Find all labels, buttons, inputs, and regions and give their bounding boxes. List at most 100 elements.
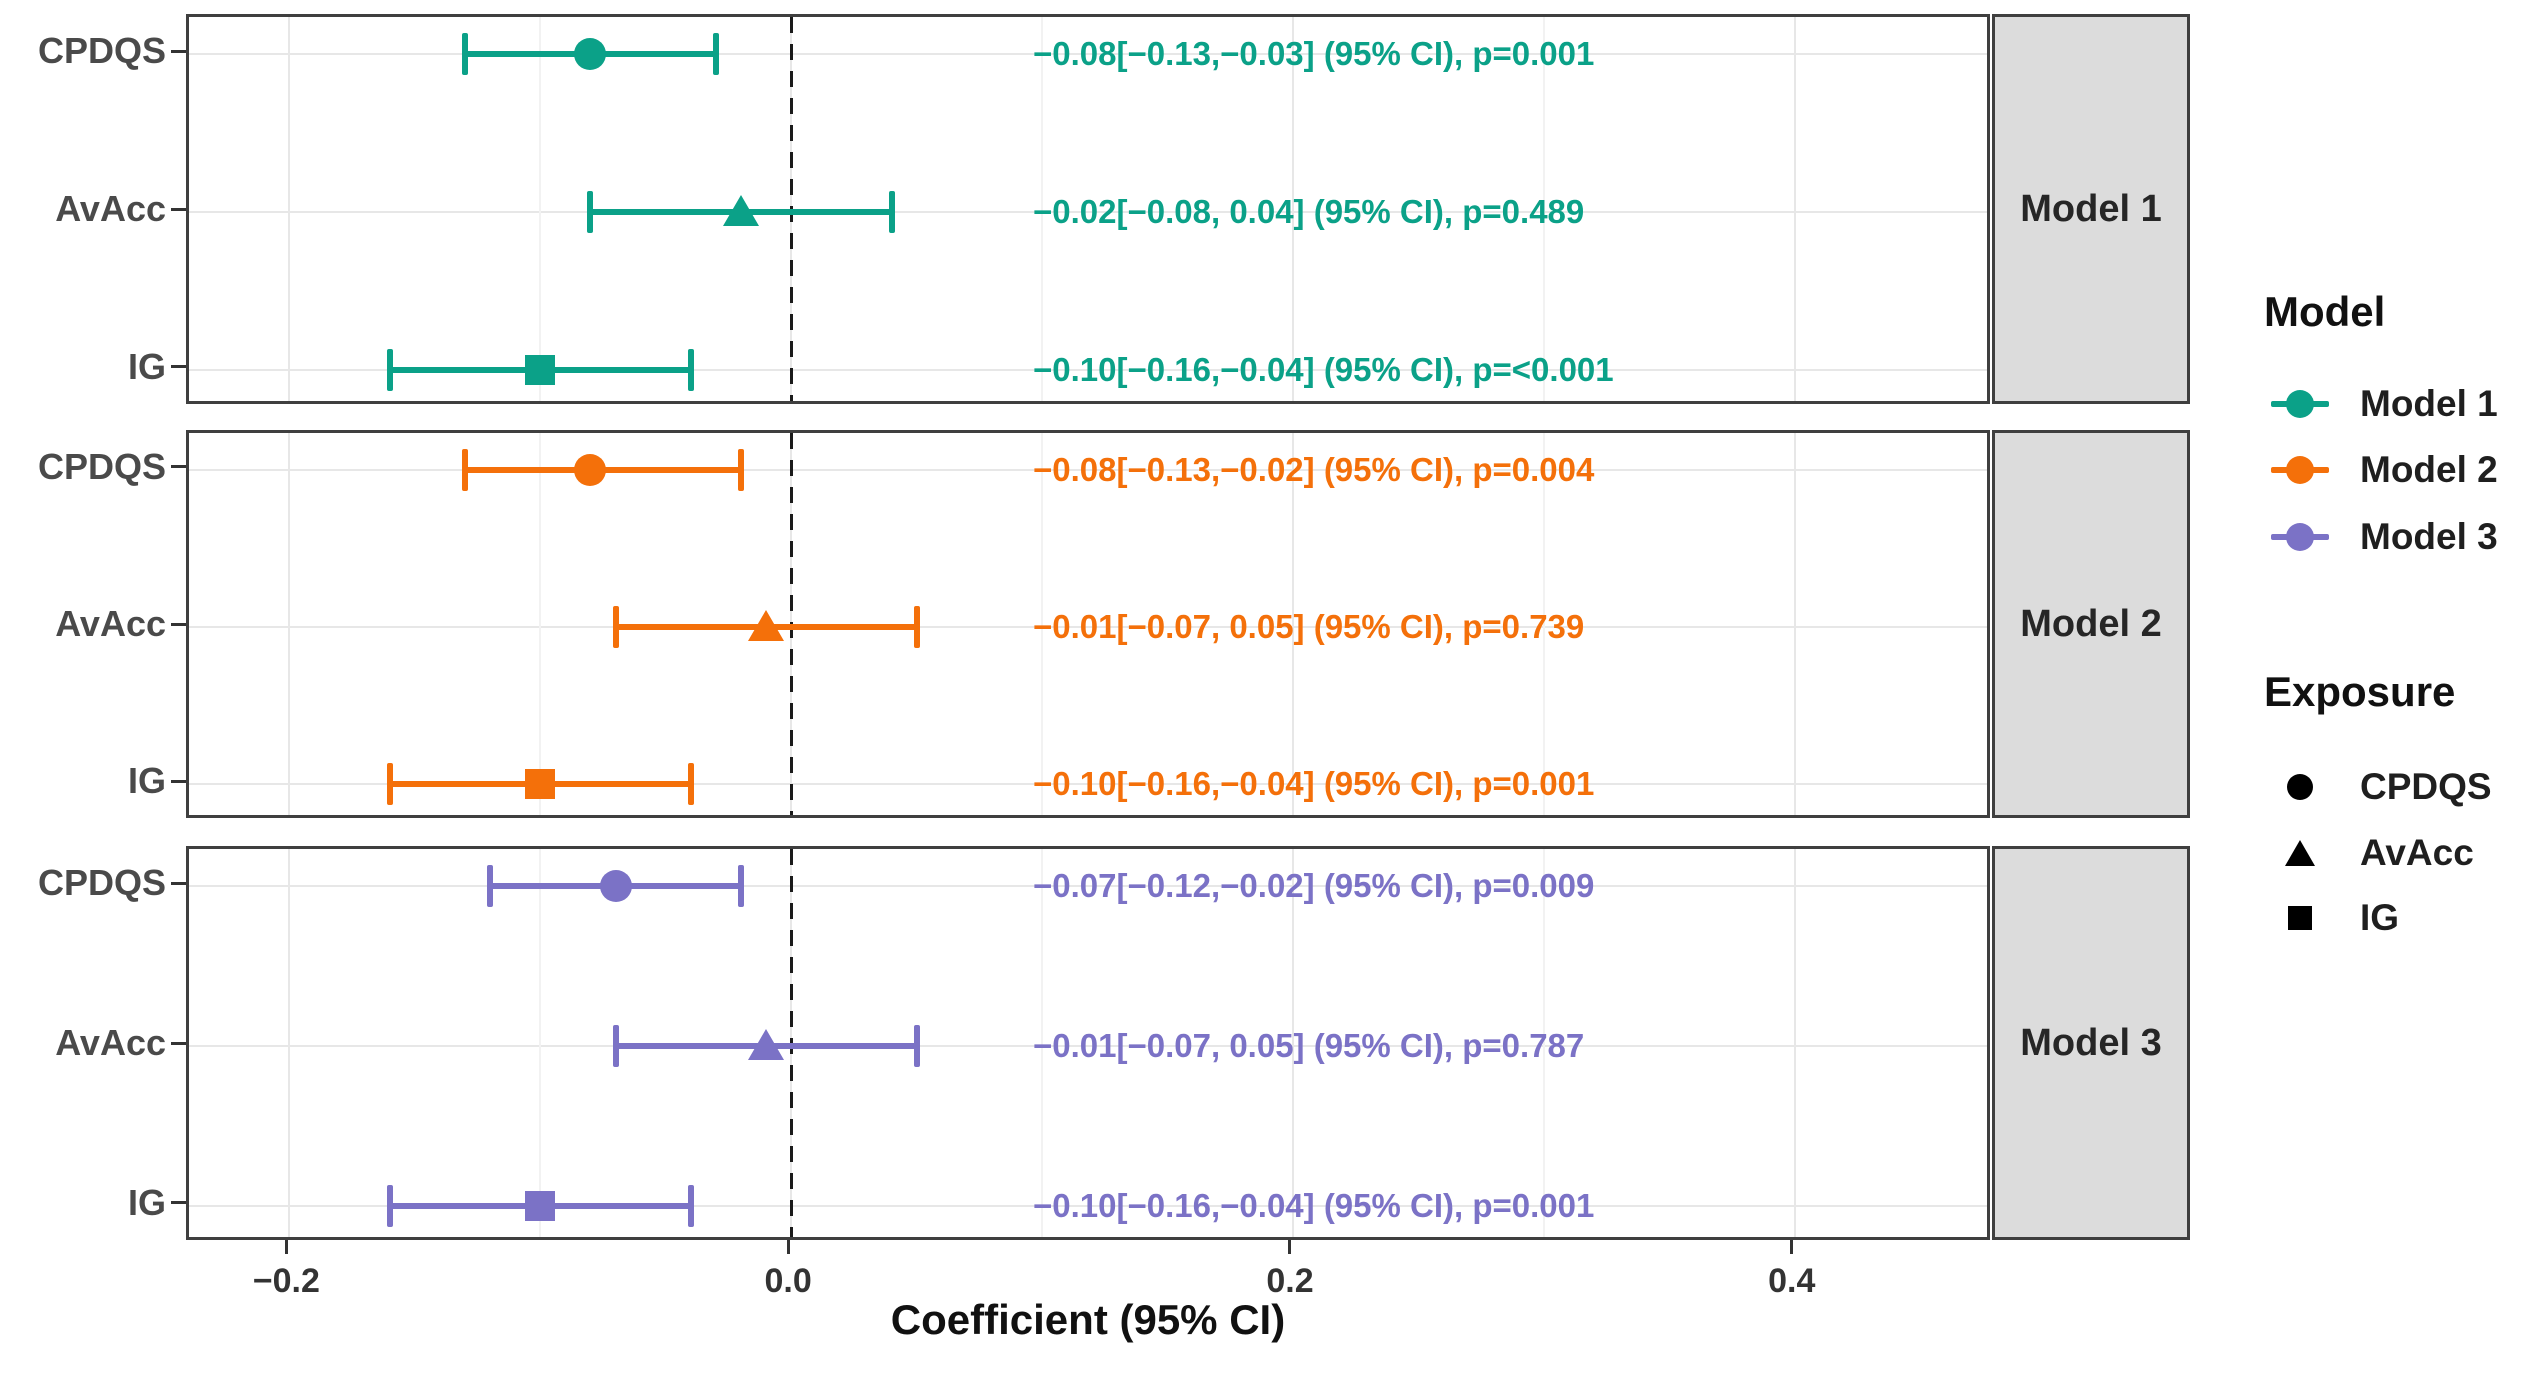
ci-cap	[587, 191, 594, 233]
legend-exposure-label: IG	[2360, 897, 2400, 938]
x-axis-tick-label: 0.4	[1768, 1262, 1816, 1300]
legend-exposure-label: AvAcc	[2360, 832, 2474, 873]
gridline-vertical-major	[1793, 849, 1796, 1237]
y-axis-tick	[171, 881, 186, 885]
legend-model-key-circle	[2286, 523, 2314, 551]
gridline-vertical-major	[1291, 849, 1294, 1237]
point-marker-triangle	[748, 1029, 785, 1060]
ci-cap	[712, 33, 719, 76]
y-axis-tick	[171, 1041, 186, 1045]
gridline-vertical-minor	[1542, 849, 1545, 1237]
y-axis-label: CPDQS	[37, 445, 166, 487]
gridline-vertical-minor	[539, 433, 542, 815]
x-axis-tick-label: −0.2	[252, 1262, 320, 1300]
gridline-vertical-major	[1793, 433, 1796, 815]
y-axis-label: AvAcc	[55, 603, 166, 644]
estimate-annotation: −0.10[−0.16,−0.04] (95% CI), p=0.001	[1033, 1186, 1595, 1224]
y-axis-tick	[171, 1201, 186, 1205]
estimate-annotation: −0.08[−0.13,−0.02] (95% CI), p=0.004	[1033, 450, 1595, 488]
x-axis-tick	[786, 1240, 790, 1254]
facet-strip-2: Model 2	[1992, 430, 2190, 818]
gridline-horizontal	[189, 783, 1987, 786]
gridline-horizontal	[189, 1204, 1987, 1207]
point-marker-triangle	[722, 195, 759, 226]
legend-model-key-circle	[2286, 456, 2314, 484]
gridline-vertical-minor	[1542, 433, 1545, 815]
gridline-vertical-major	[288, 17, 291, 401]
estimate-annotation: −0.08[−0.13,−0.03] (95% CI), p=0.001	[1033, 35, 1595, 73]
legend-exposure-triangle-icon	[2285, 840, 2315, 866]
ci-cap	[612, 606, 619, 648]
point-marker-triangle	[748, 610, 785, 641]
point-marker-circle	[574, 38, 607, 71]
gridline-vertical-minor	[1542, 17, 1545, 401]
y-axis-tick	[171, 365, 186, 369]
point-marker-square	[525, 354, 556, 385]
gridline-vertical-major	[1291, 433, 1294, 815]
ci-cap	[737, 865, 744, 908]
ci-cap	[386, 348, 393, 391]
point-marker-square	[525, 769, 556, 800]
legend-exposure-label: CPDQS	[2360, 766, 2492, 807]
ci-cap	[461, 448, 468, 491]
facet-panel-3: −0.07[−0.12,−0.02] (95% CI), p=0.009 −0.0…	[186, 846, 1990, 1240]
gridline-horizontal	[189, 468, 1987, 471]
gridline-horizontal	[189, 1045, 1987, 1047]
estimate-annotation: −0.01[−0.07, 0.05] (95% CI), p=0.739	[1033, 608, 1585, 645]
legend-model-label: Model 1	[2360, 383, 2498, 424]
ci-cap	[461, 33, 468, 76]
y-axis-label: IG	[127, 760, 166, 802]
ci-cap	[386, 1184, 393, 1227]
legend-exposure-title: Exposure	[2264, 668, 2456, 715]
y-axis-tick	[171, 207, 186, 211]
gridline-vertical-minor	[539, 17, 542, 401]
gridline-vertical-minor	[539, 849, 542, 1237]
x-axis-tick	[284, 1240, 288, 1254]
ci-cap	[687, 763, 694, 806]
facet-panel-2: −0.08[−0.13,−0.02] (95% CI), p=0.004 −0.0…	[186, 430, 1990, 818]
ci-cap	[888, 191, 895, 233]
estimate-annotation: −0.07[−0.12,−0.02] (95% CI), p=0.009	[1033, 867, 1595, 905]
legend-model-title: Model	[2264, 288, 2386, 335]
y-axis-tick	[171, 622, 186, 626]
legend-exposure-circle-icon	[2287, 774, 2313, 800]
gridline-horizontal	[189, 368, 1987, 371]
x-axis-tick	[1790, 1240, 1794, 1254]
gridline-vertical-major	[288, 433, 291, 815]
gridline-horizontal	[189, 53, 1987, 56]
y-axis-tick	[171, 49, 186, 53]
ci-cap	[913, 606, 920, 648]
x-axis-tick-label: 0.2	[1266, 1262, 1314, 1300]
legend-model-key-circle	[2286, 390, 2314, 418]
estimate-annotation: −0.01[−0.07, 0.05] (95% CI), p=0.787	[1033, 1027, 1585, 1064]
gridline-vertical-minor	[1041, 849, 1044, 1237]
ci-cap	[913, 1025, 920, 1067]
gridline-vertical-minor	[1041, 17, 1044, 401]
facet-strip-1: Model 1	[1992, 14, 2190, 404]
ci-cap	[487, 865, 494, 908]
legend-exposure-square-icon	[2288, 906, 2312, 930]
ci-cap	[386, 763, 393, 806]
x-axis-tick-label: 0.0	[764, 1262, 812, 1300]
x-axis-title: Coefficient (95% CI)	[890, 1296, 1286, 1343]
gridline-vertical-major	[288, 849, 291, 1237]
facet-panel-1: −0.08[−0.13,−0.03] (95% CI), p=0.001 −0.0…	[186, 14, 1990, 404]
ci-cap	[612, 1025, 619, 1067]
y-axis-label: IG	[127, 1181, 166, 1223]
y-axis-tick	[171, 779, 186, 783]
y-axis-label: CPDQS	[37, 862, 166, 904]
ci-cap	[687, 348, 694, 391]
gridline-vertical-minor	[1041, 433, 1044, 815]
y-axis-label: CPDQS	[37, 30, 166, 72]
facet-strip-3: Model 3	[1992, 846, 2190, 1240]
gridline-vertical-major	[1793, 17, 1796, 401]
legend-model-label: Model 3	[2360, 516, 2498, 557]
gridline-horizontal	[189, 885, 1987, 888]
legend-model-label: Model 2	[2360, 449, 2498, 490]
point-marker-circle	[599, 870, 632, 903]
point-marker-circle	[574, 453, 607, 486]
x-axis-tick	[1288, 1240, 1292, 1254]
gridline-horizontal	[189, 211, 1987, 213]
y-axis-tick	[171, 465, 186, 469]
